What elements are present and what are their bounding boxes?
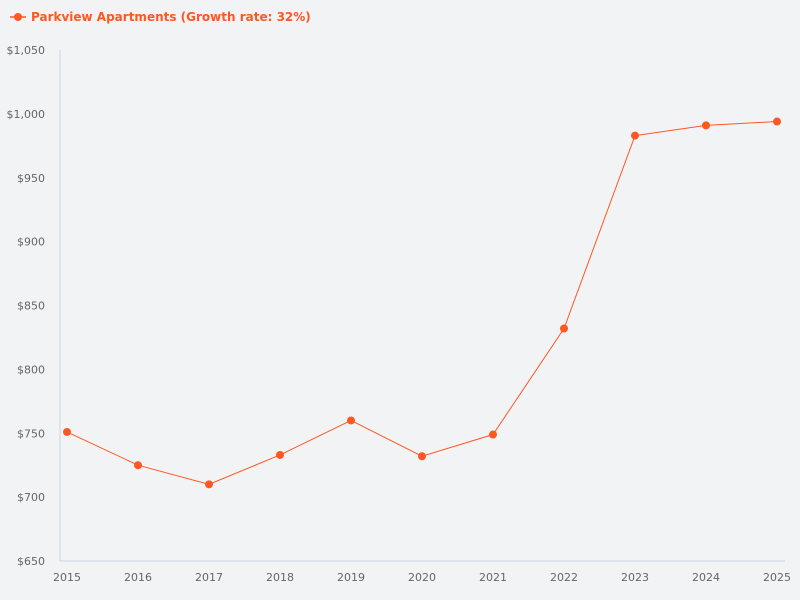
data-point[interactable] [276, 450, 284, 459]
x-tick-label: 2015 [53, 571, 81, 584]
y-tick-label: $1,000 [7, 108, 46, 121]
x-tick-label: 2025 [763, 571, 791, 584]
legend-label: Parkview Apartments (Growth rate: 32%) [31, 10, 311, 24]
data-point[interactable] [347, 416, 355, 425]
x-tick-label: 2016 [124, 571, 152, 584]
data-point[interactable] [773, 117, 781, 126]
data-point[interactable] [631, 131, 639, 140]
data-point[interactable] [63, 427, 71, 436]
x-tick-label: 2017 [195, 571, 223, 584]
series-line [66, 121, 778, 485]
y-tick-label: $900 [17, 236, 45, 249]
data-point[interactable] [134, 461, 142, 470]
y-tick-label: $650 [17, 555, 45, 568]
legend-marker-icon [14, 13, 22, 21]
data-point[interactable] [702, 121, 710, 130]
data-point[interactable] [560, 324, 568, 333]
y-tick-label: $700 [17, 491, 45, 504]
x-tick-label: 2019 [337, 571, 365, 584]
legend[interactable]: Parkview Apartments (Growth rate: 32%) [10, 10, 311, 24]
x-tick-label: 2023 [621, 571, 649, 584]
y-tick-label: $750 [17, 427, 45, 440]
x-tick-label: 2022 [550, 571, 578, 584]
x-tick-label: 2021 [479, 571, 507, 584]
data-point[interactable] [418, 452, 426, 461]
x-tick-label: 2018 [266, 571, 294, 584]
data-point[interactable] [205, 480, 213, 489]
data-point[interactable] [489, 430, 497, 439]
x-tick-label: 2020 [408, 571, 436, 584]
y-tick-label: $850 [17, 300, 45, 313]
y-tick-label: $800 [17, 363, 45, 376]
y-tick-label: $1,050 [7, 44, 46, 57]
x-tick-label: 2024 [692, 571, 720, 584]
y-tick-label: $950 [17, 172, 45, 185]
